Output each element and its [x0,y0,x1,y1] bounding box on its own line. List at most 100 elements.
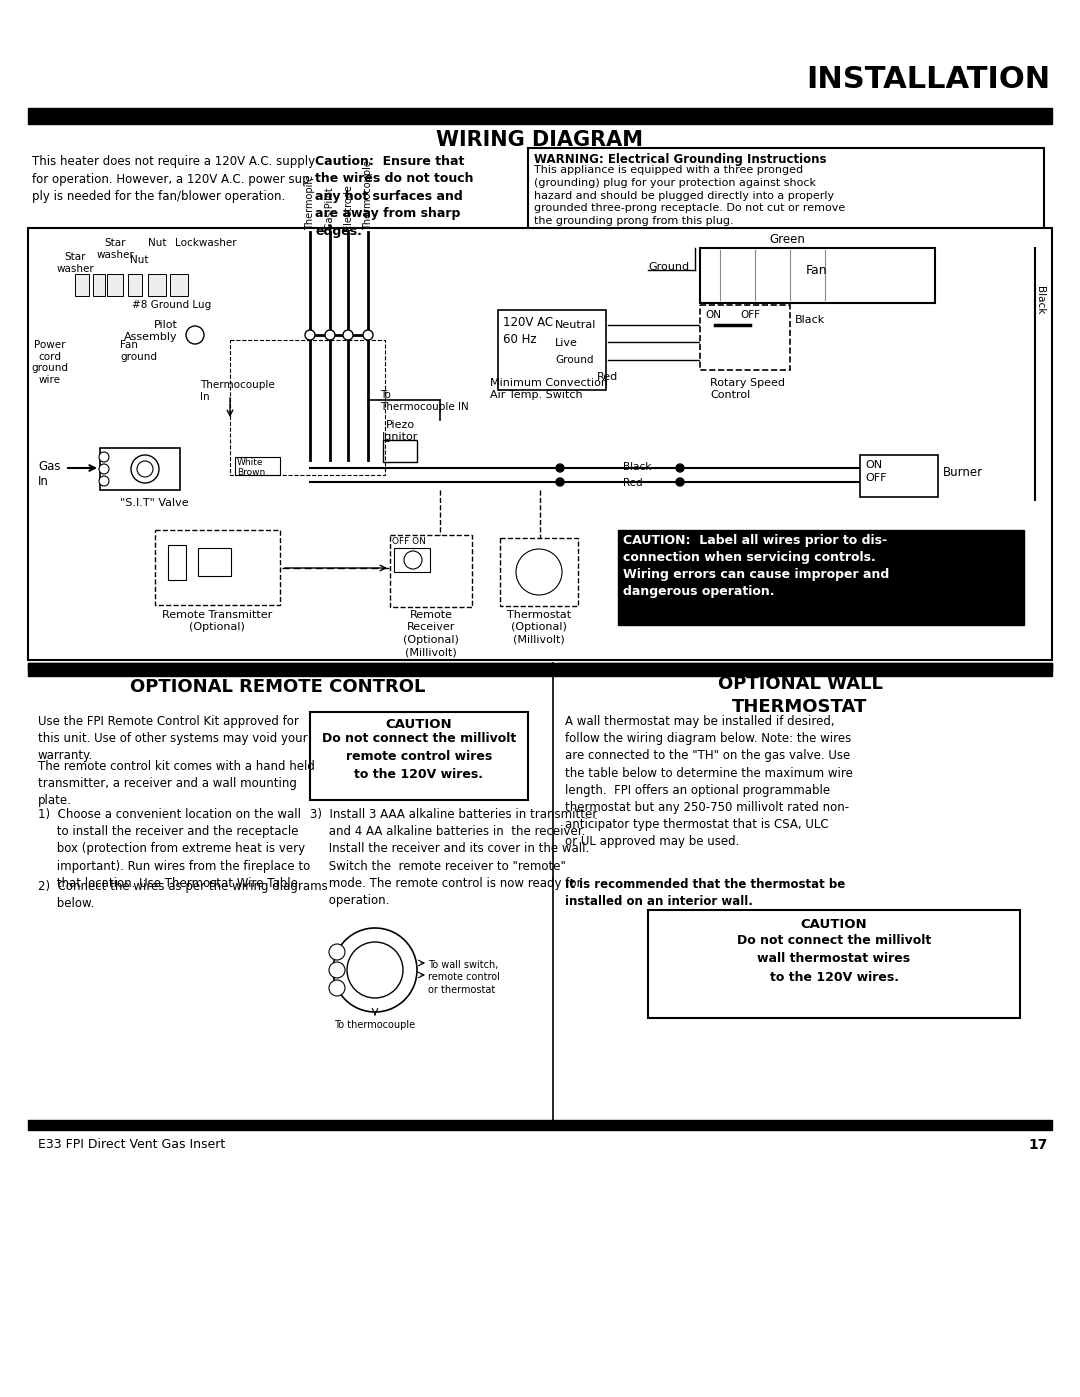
Text: INSTALLATION: INSTALLATION [806,66,1050,94]
Circle shape [325,330,335,339]
Circle shape [676,464,684,472]
Circle shape [556,464,564,472]
Text: Fan
ground: Fan ground [120,339,157,362]
Bar [648,909,1020,1018]
Text: This appliance is equipped with a three pronged
(grounding) plug for your protec: This appliance is equipped with a three … [534,165,846,226]
Text: Piezo
Ignitor: Piezo Ignitor [382,420,418,441]
Text: Lockwasher: Lockwasher [175,237,237,249]
Bar [168,545,186,580]
Text: Do not connect the millivolt
wall thermostat wires
to the 120V wires.: Do not connect the millivolt wall thermo… [737,935,931,983]
Bar [618,529,1024,624]
Bar [129,274,141,296]
Text: CAUTION:  Label all wires prior to dis-
connection when servicing controls.
Wiri: CAUTION: Label all wires prior to dis- c… [623,534,889,598]
Text: Red: Red [597,372,618,381]
Circle shape [404,550,422,569]
Text: Remote Transmitter
(Optional): Remote Transmitter (Optional) [162,610,272,633]
Bar [558,664,1052,671]
Text: 3)  Install 3 AAA alkaline batteries in transmitter
     and 4 AA alkaline batte: 3) Install 3 AAA alkaline batteries in t… [310,807,597,907]
Text: Do not connect the millivolt
remote control wires
to the 120V wires.: Do not connect the millivolt remote cont… [322,732,516,781]
Circle shape [99,464,109,474]
Text: 120V AC
60 Hz: 120V AC 60 Hz [503,316,553,346]
Circle shape [556,478,564,486]
Bar [148,274,166,296]
Bar [860,455,939,497]
Bar [310,712,528,800]
Bar [498,310,606,390]
Text: Burner: Burner [943,467,983,479]
Text: ON: ON [705,310,721,320]
Text: To thermocouple: To thermocouple [335,1020,416,1030]
Circle shape [343,330,353,339]
Bar [235,457,280,475]
Circle shape [137,461,153,476]
Circle shape [333,928,417,1011]
Text: Power
cord
ground
wire: Power cord ground wire [31,339,68,384]
Text: This heater does not require a 120V A.C. supply
for operation. However, a 120V A: This heater does not require a 120V A.C.… [32,155,315,203]
Text: Green: Green [769,233,805,246]
Text: 17: 17 [1028,1139,1048,1153]
Text: Thermocouple
In: Thermocouple In [200,380,274,401]
Text: Fan: Fan [806,264,827,277]
Text: A wall thermostat may be installed if desired,
follow the wiring diagram below. : A wall thermostat may be installed if de… [565,715,853,848]
Circle shape [329,944,345,960]
Text: CAUTION: CAUTION [386,718,453,731]
Text: 1)  Choose a convenient location on the wall
     to install the receiver and th: 1) Choose a convenient location on the w… [38,807,310,890]
Text: Nut: Nut [148,237,166,249]
Text: Pilot
Assembly: Pilot Assembly [124,320,178,342]
Bar [100,448,180,490]
Text: WARNING: Electrical Grounding Instructions: WARNING: Electrical Grounding Instructio… [534,154,826,166]
Text: OFF: OFF [740,310,760,320]
Bar [170,274,188,296]
Text: OFF ON: OFF ON [392,536,426,546]
Text: Star
washer: Star washer [56,251,94,274]
Text: CAUTION: CAUTION [800,918,867,930]
Text: Electrode: Electrode [343,184,353,231]
Text: White
Brown: White Brown [237,458,266,476]
Circle shape [676,478,684,486]
Circle shape [347,942,403,997]
Text: Neutral: Neutral [555,320,596,330]
Text: Red: Red [623,478,643,488]
Text: Rotary Speed
Control: Rotary Speed Control [710,379,785,401]
Bar [700,305,789,370]
Text: Gas Pilot: Gas Pilot [325,187,335,231]
Circle shape [329,981,345,996]
Circle shape [516,549,562,595]
Text: OPTIONAL WALL: OPTIONAL WALL [717,675,882,693]
Text: Remote
Receiver
(Optional)
(Millivolt): Remote Receiver (Optional) (Millivolt) [403,610,459,657]
Text: "S.I.T" Valve: "S.I.T" Valve [120,497,189,509]
Polygon shape [50,249,200,339]
Bar [28,228,1052,659]
Bar [383,440,417,462]
Bar [75,274,89,296]
Text: Minimum Convection
Air Temp. Switch: Minimum Convection Air Temp. Switch [490,379,608,401]
Bar [528,148,1044,231]
Bar [198,548,231,576]
Circle shape [99,476,109,486]
Text: WIRING DIAGRAM: WIRING DIAGRAM [436,130,644,149]
Circle shape [99,453,109,462]
Text: Use the FPI Remote Control Kit approved for
this unit. Use of other systems may : Use the FPI Remote Control Kit approved … [38,715,308,763]
Text: Live: Live [555,338,578,348]
Bar [156,529,280,605]
Text: Gas
In: Gas In [38,460,60,488]
Text: Ground: Ground [648,263,689,272]
Bar [700,249,935,303]
Text: It is recommended that the thermostat be
installed on an interior wall.: It is recommended that the thermostat be… [565,877,846,908]
Text: Black: Black [623,462,651,472]
Text: Black: Black [1035,286,1045,314]
Text: #8 Ground Lug: #8 Ground Lug [132,300,212,310]
Bar [500,538,578,606]
Bar [28,664,1052,676]
Text: 2)  Connect the wires as per the wiring diagrams
     below.: 2) Connect the wires as per the wiring d… [38,880,327,911]
Text: Caution:  Ensure that
the wires do not touch
any hot surfaces and
are away from : Caution: Ensure that the wires do not to… [315,155,473,237]
Text: Star
washer: Star washer [96,237,134,260]
Circle shape [363,330,373,339]
Bar [394,548,430,571]
Text: The remote control kit comes with a hand held
transmitter, a receiver and a wall: The remote control kit comes with a hand… [38,760,315,807]
Text: To
Thermocouple IN: To Thermocouple IN [380,390,469,412]
Bar [28,1120,1052,1130]
Bar [28,664,552,671]
Bar [28,108,1052,124]
Text: E33 FPI Direct Vent Gas Insert: E33 FPI Direct Vent Gas Insert [38,1139,226,1151]
